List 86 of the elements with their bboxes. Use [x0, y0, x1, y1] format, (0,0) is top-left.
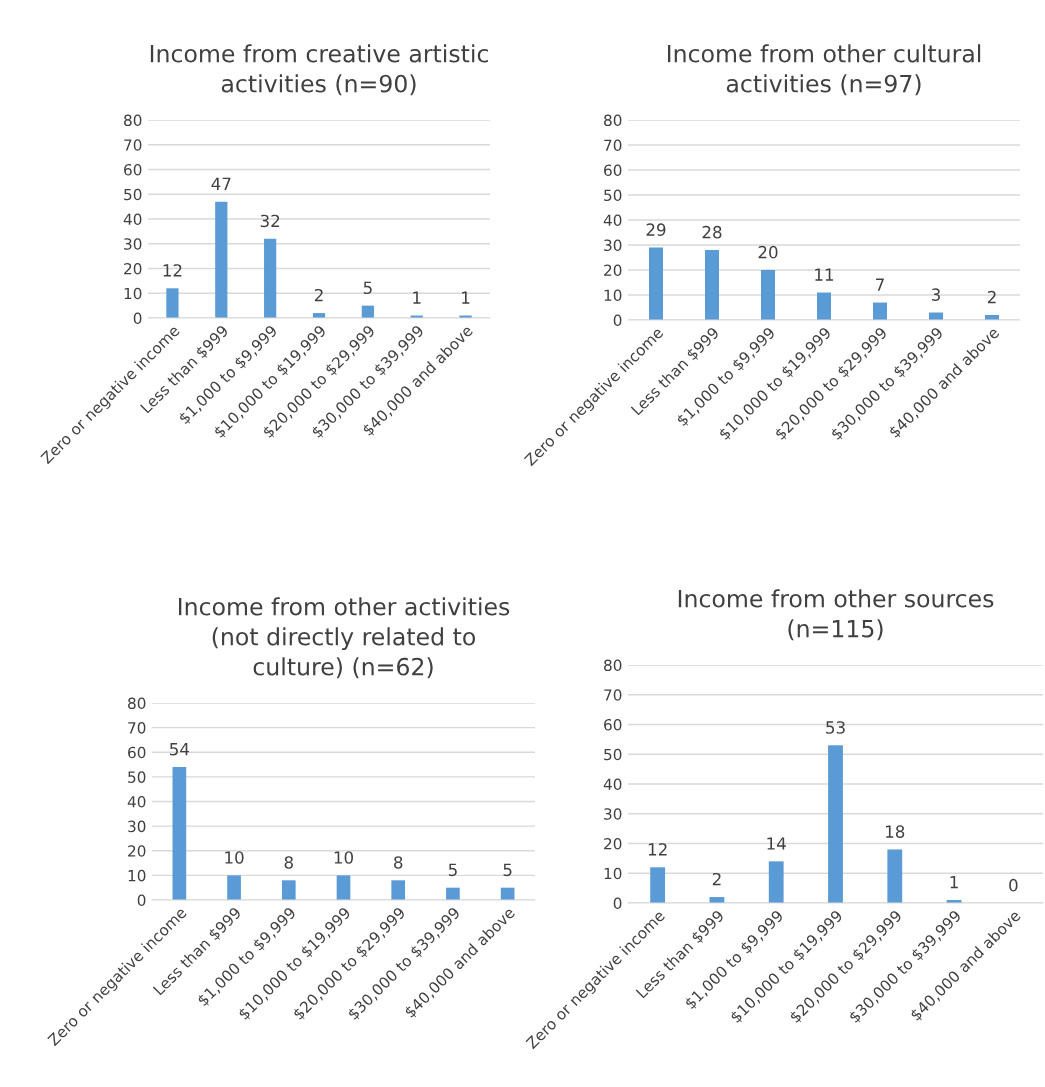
y-tick-label: 40	[123, 213, 142, 226]
data-label: 8	[394, 856, 403, 869]
data-label: 20	[758, 245, 778, 259]
bar	[215, 201, 228, 318]
bar	[761, 270, 775, 320]
data-label: 12	[163, 264, 182, 277]
y-tick-label: 60	[128, 746, 146, 759]
y-tick-label: 50	[604, 748, 622, 761]
chart-title: Income from creative artistic activities (n=90)	[150, 44, 488, 96]
y-tick-label: 20	[604, 837, 622, 850]
bar	[264, 238, 277, 318]
y-tick-label: 20	[124, 262, 142, 275]
y-tick-label: 0	[613, 314, 622, 327]
bar	[649, 247, 663, 320]
y-tick-label: 0	[133, 312, 142, 325]
y-tick-label: 50	[604, 189, 622, 202]
y-tick-label: 50	[128, 771, 146, 783]
y-tick-label: 30	[128, 820, 146, 833]
data-label: 53	[826, 721, 845, 734]
bar	[166, 288, 179, 318]
bar	[828, 745, 843, 903]
data-label: 5	[503, 863, 512, 877]
data-label: 3	[931, 288, 940, 301]
y-tick-label: 10	[128, 869, 146, 882]
data-label: 12	[648, 843, 667, 856]
bar	[887, 849, 903, 903]
y-tick-label: 80	[604, 114, 622, 127]
y-tick-label: 0	[137, 894, 146, 907]
data-label: 2	[987, 290, 996, 304]
bar	[172, 767, 187, 900]
data-label: 32	[260, 214, 280, 228]
bar	[281, 880, 296, 900]
bar	[817, 292, 831, 320]
data-label: 0	[1009, 878, 1018, 892]
y-tick-label: 10	[604, 289, 622, 302]
y-tick-label: 80	[604, 659, 622, 672]
bar	[336, 875, 351, 900]
data-label: 18	[886, 825, 905, 838]
y-tick-label: 40	[127, 795, 146, 808]
y-tick-label: 60	[124, 163, 142, 176]
data-label: 1	[413, 291, 421, 304]
chart-title: Income from other cultural activities (n=97)	[667, 44, 981, 96]
bar	[227, 875, 241, 900]
y-tick-label: 20	[128, 845, 146, 857]
data-label: 29	[646, 223, 666, 236]
data-label: 1	[462, 291, 470, 304]
y-tick-label: 40	[603, 214, 622, 227]
y-tick-label: 30	[604, 808, 622, 820]
y-tick-label: 70	[604, 139, 622, 152]
y-tick-label: 50	[124, 188, 142, 201]
data-label: 11	[815, 268, 834, 281]
y-tick-label: 60	[604, 164, 622, 177]
data-label: 8	[284, 856, 293, 869]
bar	[705, 250, 719, 320]
bar	[768, 861, 784, 903]
data-label: 54	[170, 743, 190, 756]
y-tick-label: 70	[128, 722, 146, 734]
data-label: 14	[767, 837, 786, 850]
bar	[873, 302, 887, 320]
data-label: 2	[314, 288, 323, 302]
data-label: 7	[876, 278, 884, 291]
y-tick-label: 80	[128, 697, 146, 710]
y-tick-label: 70	[604, 689, 622, 701]
bar	[446, 887, 460, 900]
y-tick-label: 20	[604, 264, 622, 277]
y-tick-label: 30	[124, 238, 142, 250]
y-tick-label: 80	[124, 114, 142, 127]
chart-title: Income from other activities (not directly related to culture) (n=62)	[178, 597, 510, 679]
data-label: 5	[363, 281, 372, 295]
data-label: 10	[225, 851, 244, 864]
y-tick-label: 10	[124, 287, 142, 300]
bar	[391, 880, 406, 900]
data-label: 10	[334, 851, 353, 864]
chart-title: Income from other sources (n=115)	[678, 589, 994, 641]
y-tick-label: 0	[613, 897, 622, 910]
data-label: 28	[702, 225, 722, 239]
y-tick-label: 70	[124, 139, 142, 151]
y-tick-label: 60	[604, 718, 622, 731]
data-label: 5	[448, 863, 457, 877]
data-label: 47	[211, 177, 231, 190]
y-tick-label: 10	[604, 867, 622, 880]
data-label: 2	[712, 872, 721, 886]
data-label: 1	[950, 876, 958, 889]
y-tick-label: 30	[604, 239, 622, 252]
y-tick-label: 40	[603, 778, 622, 791]
bar	[650, 867, 666, 903]
